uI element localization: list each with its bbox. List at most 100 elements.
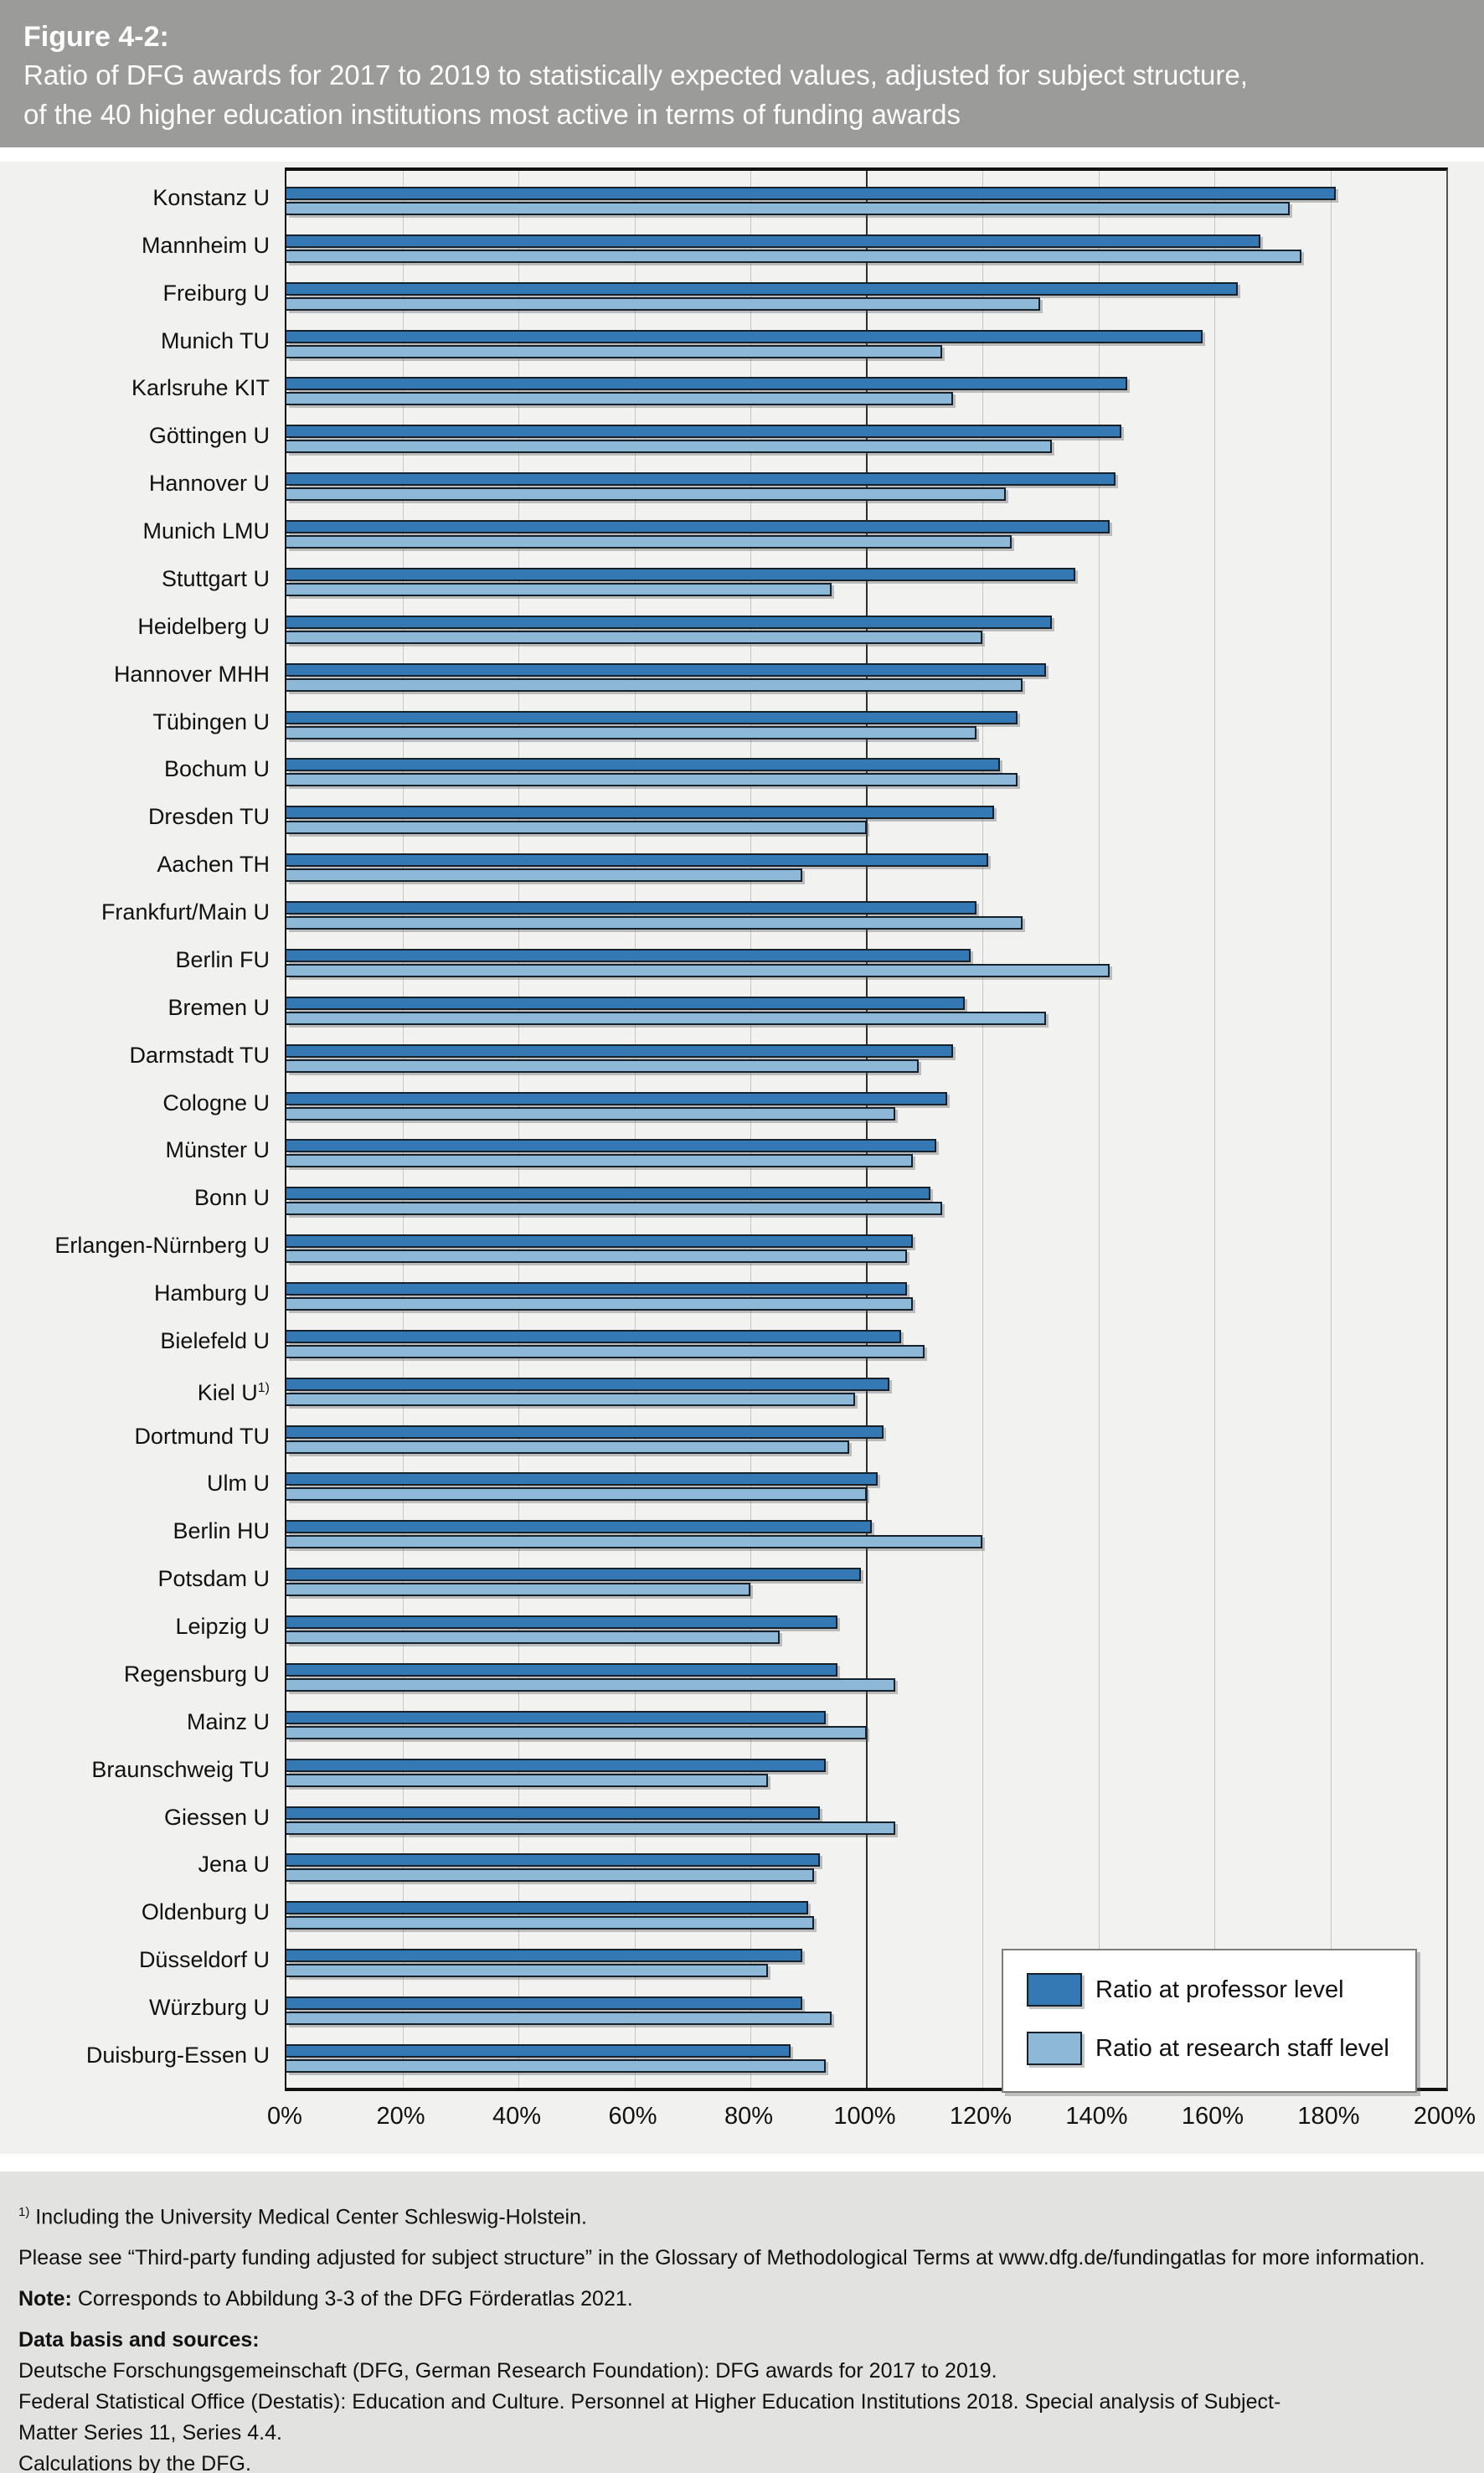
legend: Ratio at professor level Ratio at resear… — [1002, 1949, 1417, 2093]
figure-title-line2: of the 40 higher education institutions … — [23, 99, 961, 130]
bar-professor-8 — [286, 520, 1110, 534]
legend-label-research-staff-level: Ratio at research staff level — [1095, 2034, 1389, 2062]
x-axis-tick-label: 200% — [1413, 2103, 1476, 2130]
category-label: Ulm U — [207, 1471, 270, 1497]
reference-line-100 — [865, 171, 868, 2088]
category-label: Konstanz U — [152, 185, 270, 210]
category-label: Berlin HU — [173, 1518, 270, 1544]
category-label: Aachen TH — [157, 852, 270, 878]
category-label: Oldenburg U — [141, 1899, 270, 1925]
bar-research-staff-37 — [286, 1916, 815, 1930]
x-axis-tick-label: 40% — [492, 2103, 542, 2130]
bar-professor-7 — [286, 472, 1116, 487]
bar-research-staff-24 — [286, 1297, 913, 1311]
bar-professor-14 — [286, 806, 994, 820]
bar-research-staff-7 — [286, 487, 1006, 502]
category-label: Würzburg U — [148, 1995, 270, 2021]
x-axis-tick-label: 0% — [267, 2103, 302, 2130]
category-label: Bielefeld U — [160, 1327, 270, 1353]
bar-professor-12 — [286, 710, 1018, 724]
category-label: Hannover U — [148, 471, 270, 497]
bar-professor-22 — [286, 1187, 930, 1201]
bar-research-staff-34 — [286, 1773, 768, 1787]
gridline-40 — [518, 171, 519, 2088]
footnote-line-6: Federal Statistical Office (Destatis): E… — [18, 2390, 1281, 2445]
footnote-lines: 1) Including the University Medical Cent… — [18, 2197, 1451, 2473]
bar-professor-15 — [286, 853, 988, 868]
category-label: Heidelberg U — [137, 613, 270, 639]
category-footnote-marker: 1) — [257, 1380, 270, 1395]
footnote-bold-label: Data basis and sources: — [18, 2328, 260, 2352]
bar-research-staff-3 — [286, 296, 1041, 311]
category-label: Frankfurt/Main U — [100, 899, 270, 925]
bar-professor-17 — [286, 948, 971, 962]
category-label: Tübingen U — [152, 708, 270, 734]
category-label: Hamburg U — [153, 1280, 270, 1306]
category-label: Dortmund TU — [134, 1423, 270, 1449]
bar-professor-32 — [286, 1662, 837, 1677]
x-axis-tick-label: 160% — [1181, 2103, 1244, 2130]
category-label: Mannheim U — [141, 232, 270, 258]
bar-research-staff-1 — [286, 202, 1291, 215]
footnotes-panel: 1) Including the University Medical Cent… — [0, 2172, 1484, 2473]
bar-professor-28 — [286, 1472, 879, 1486]
bar-professor-3 — [286, 281, 1238, 296]
bar-professor-23 — [286, 1234, 913, 1249]
category-label: Jena U — [198, 1852, 270, 1878]
bar-professor-35 — [286, 1806, 821, 1820]
bar-research-staff-15 — [286, 868, 803, 883]
bar-professor-21 — [286, 1139, 936, 1153]
bar-professor-20 — [286, 1091, 948, 1105]
category-label: Karlsruhe KIT — [131, 375, 270, 401]
bar-professor-5 — [286, 377, 1128, 391]
bar-professor-13 — [286, 758, 1000, 772]
bar-research-staff-6 — [286, 440, 1053, 454]
bar-research-staff-8 — [286, 535, 1012, 549]
bar-professor-39 — [286, 1996, 803, 2011]
gridline-20 — [402, 171, 404, 2088]
bar-research-staff-38 — [286, 1964, 768, 1978]
category-label: Giessen U — [163, 1804, 270, 1830]
category-label: Bochum U — [163, 756, 270, 782]
bar-professor-1 — [286, 187, 1337, 200]
legend-item-research-staff: Ratio at research staff level — [1027, 2031, 1389, 2066]
footnote-marker: 1) — [18, 2205, 30, 2219]
category-label: Göttingen U — [148, 423, 270, 449]
bar-professor-29 — [286, 1520, 873, 1534]
figure-header: Figure 4-2: Ratio of DFG awards for 2017… — [0, 0, 1484, 147]
bar-research-staff-23 — [286, 1249, 907, 1264]
bar-research-staff-33 — [286, 1725, 867, 1739]
bar-professor-10 — [286, 615, 1053, 629]
bar-chart: Konstanz U Mannheim U Freiburg U Munich TU K… — [0, 162, 1484, 2154]
bar-professor-19 — [286, 1043, 954, 1058]
bar-professor-33 — [286, 1710, 827, 1724]
bar-research-staff-18 — [286, 1011, 1047, 1025]
category-label: Potsdam U — [157, 1566, 270, 1592]
bar-research-staff-40 — [286, 2058, 827, 2073]
bar-research-staff-16 — [286, 916, 1023, 930]
bar-research-staff-26 — [286, 1392, 855, 1406]
bar-professor-18 — [286, 996, 966, 1010]
category-label: Kiel U1) — [197, 1379, 270, 1405]
footnote-line-4: Data basis and sources: — [18, 2325, 1291, 2356]
category-label: Freiburg U — [162, 280, 270, 306]
x-axis-tick-label: 120% — [949, 2103, 1013, 2130]
bar-research-staff-36 — [286, 1868, 815, 1883]
bar-professor-36 — [286, 1853, 821, 1868]
bar-research-staff-27 — [286, 1440, 849, 1454]
bar-research-staff-29 — [286, 1535, 982, 1549]
bar-professor-16 — [286, 901, 977, 915]
footnote-line-1: 1) Including the University Medical Cent… — [18, 2205, 587, 2229]
category-label: Braunschweig TU — [91, 1756, 270, 1782]
category-label: Bremen U — [167, 994, 270, 1020]
footnote-bold-label: Note: — [18, 2287, 72, 2311]
legend-swatch-professor-level — [1027, 1973, 1082, 2007]
bar-professor-6 — [286, 425, 1122, 439]
footnote-line-3: Note: Corresponds to Abbildung 3-3 of th… — [18, 2287, 633, 2311]
bar-research-staff-11 — [286, 677, 1023, 692]
sources-block: Data basis and sources: Deutsche Forschun… — [18, 2325, 1291, 2473]
bar-professor-40 — [286, 2043, 791, 2058]
category-label: Cologne U — [162, 1090, 270, 1115]
bar-research-staff-31 — [286, 1631, 780, 1645]
